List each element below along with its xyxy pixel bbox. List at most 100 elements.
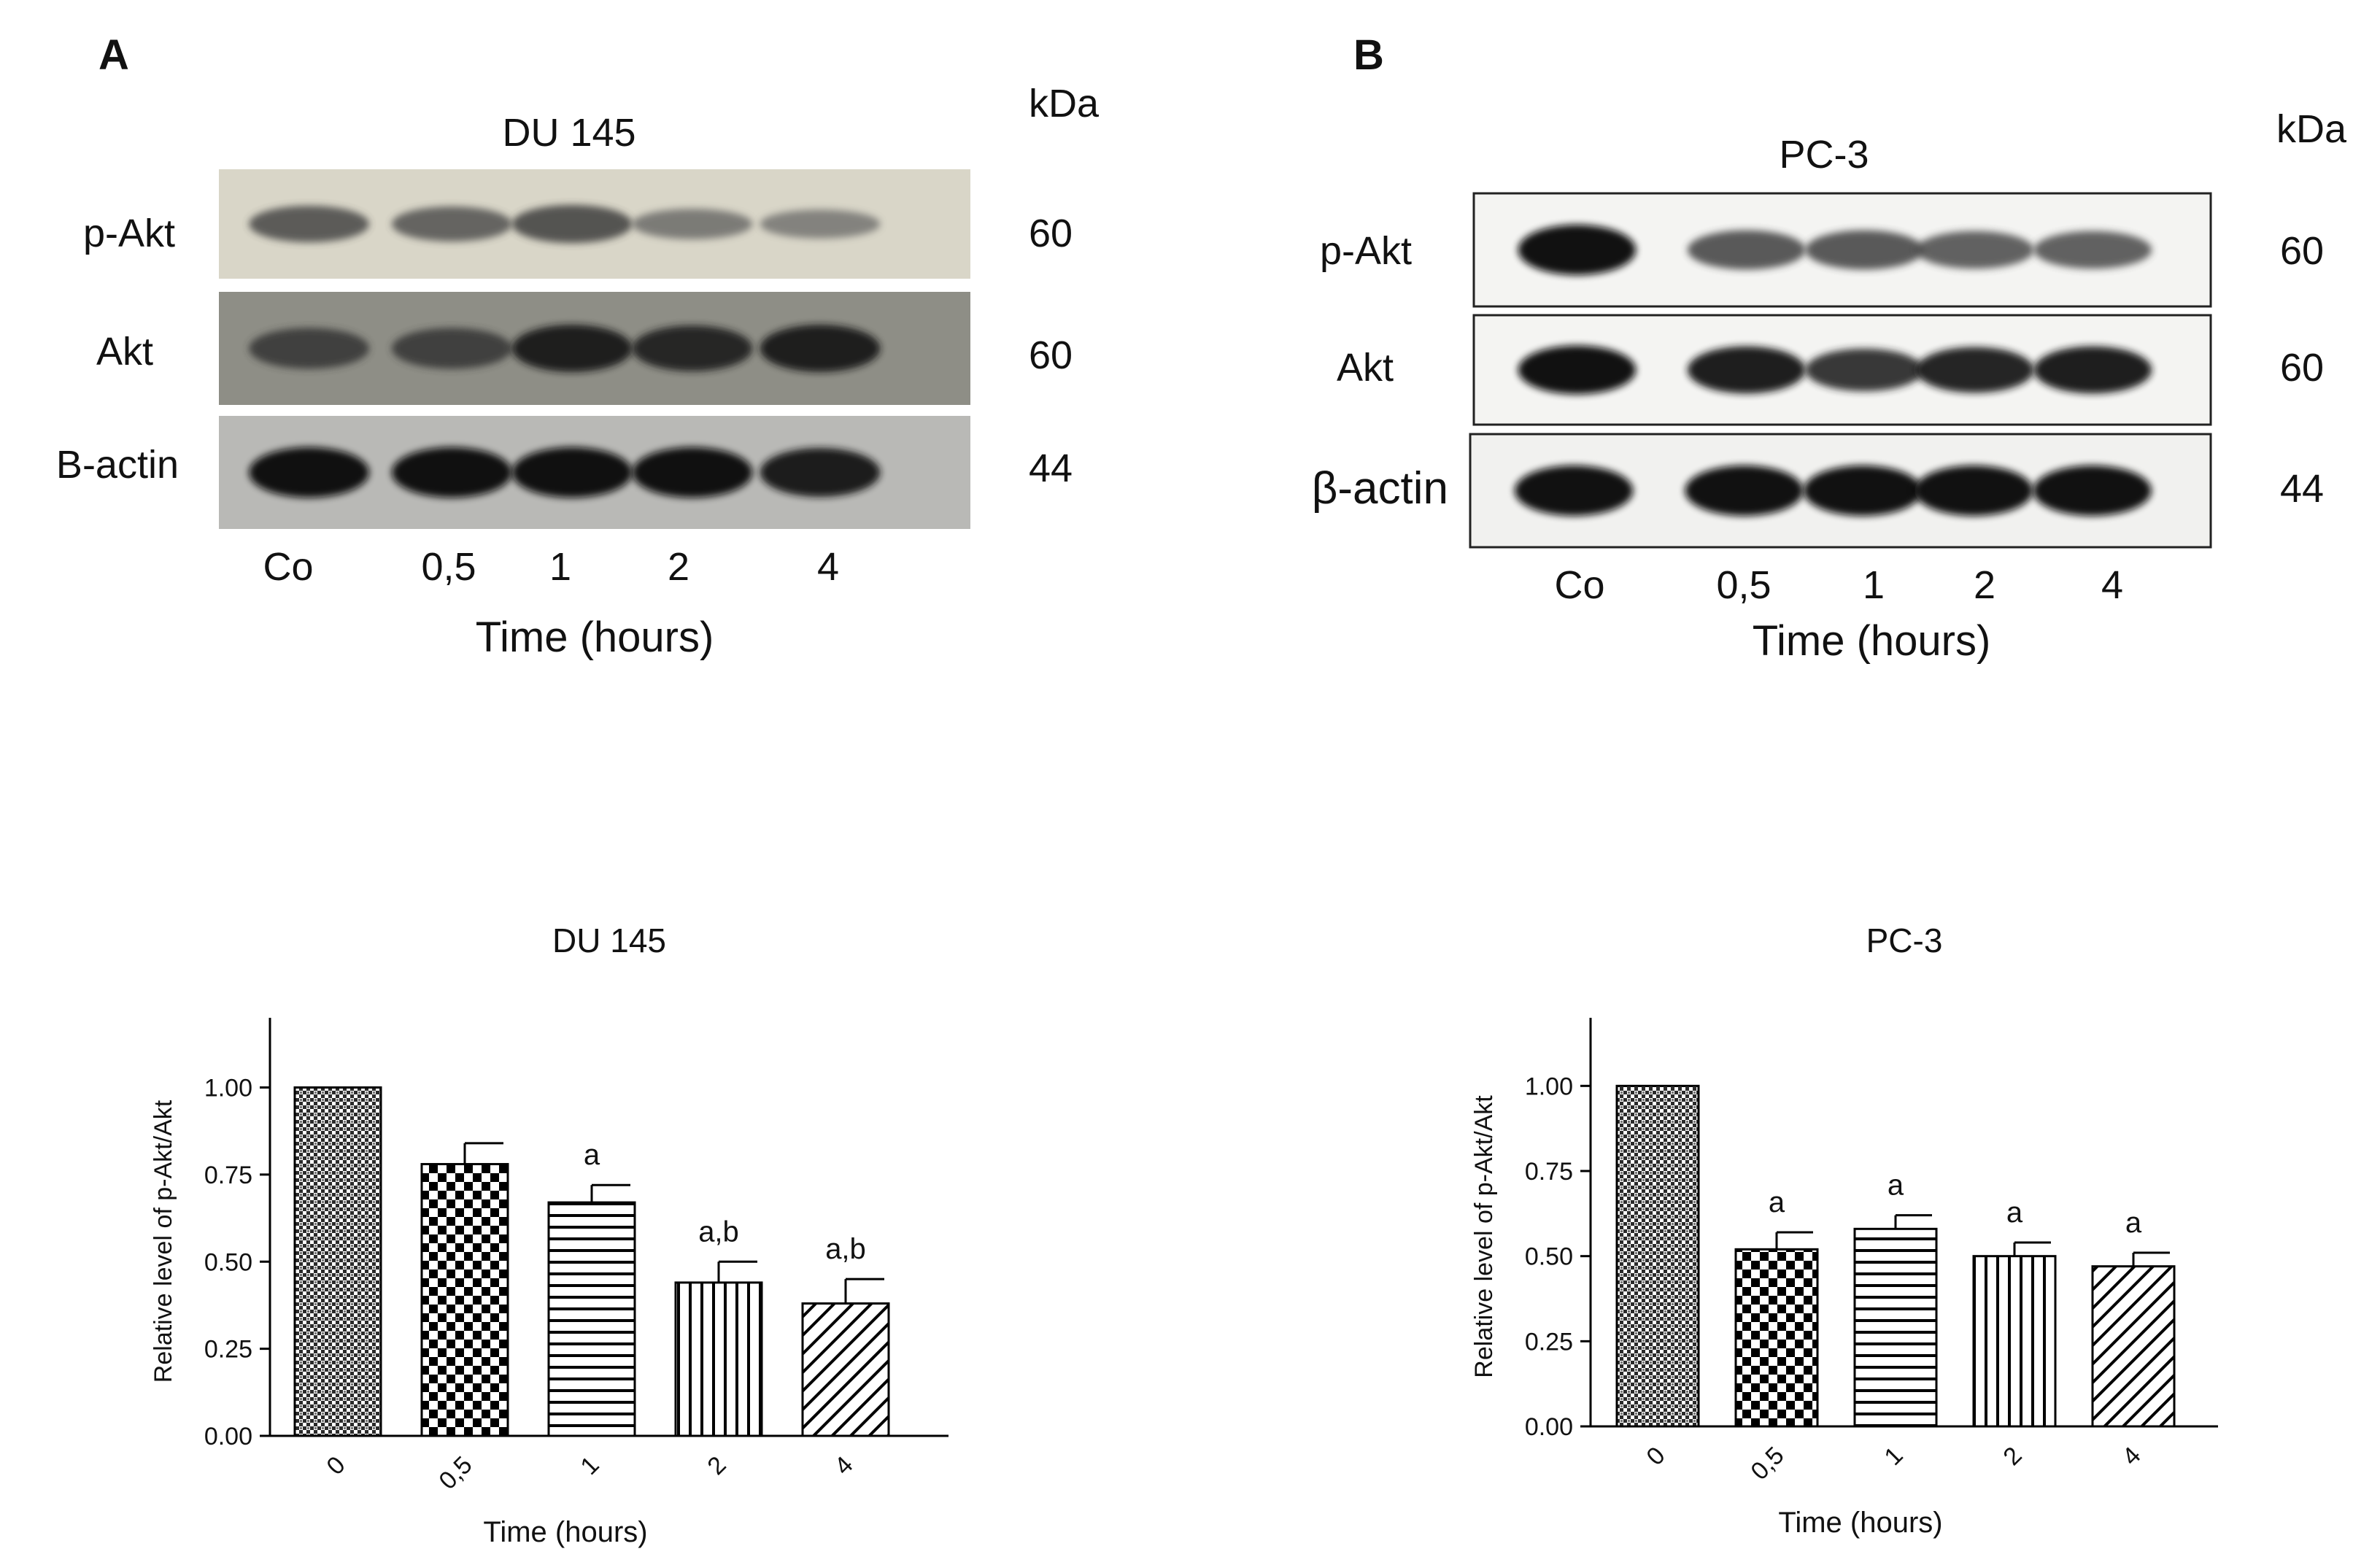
y-tick-label: 0.00 [1525, 1413, 1573, 1441]
blot-band-b-row1-lane2 [1805, 348, 1924, 392]
blot-b-row-bactin: β-actin 44 [1312, 433, 2324, 549]
bar [801, 1302, 890, 1437]
blot-band-b-row1-lane1 [1687, 346, 1806, 394]
blot-a-lane-1: 0,5 [421, 545, 476, 589]
x-axis-label: Time (hours) [1778, 1507, 1942, 1539]
blot-a-row-pakt: p-Akt 60 [83, 169, 1073, 279]
blot-band-b-row0-lane2 [1805, 230, 1924, 270]
blot-band-a-row1-lane4 [760, 325, 881, 372]
panel-letter-b: B [1353, 31, 1384, 79]
blot-b-label-pakt: p-Akt [1320, 229, 1412, 273]
blot-a-row-bactin: B-actin 44 [56, 416, 1073, 529]
blot-band-b-row0-lane1 [1687, 230, 1806, 270]
blot-b-xlabel: Time (hours) [1753, 617, 1991, 665]
bar [1972, 1255, 2057, 1428]
blot-band-a-row2-lane3 [632, 447, 753, 498]
blot-b-row-akt: Akt 60 [1337, 314, 2324, 426]
blot-band-a-row0-lane1 [391, 206, 512, 241]
x-tick-label: 1 [1879, 1442, 1908, 1471]
blot-band-a-row0-lane4 [760, 209, 881, 239]
blot-band-b-row2-lane3 [1915, 465, 2033, 517]
blot-b-kda-bactin: 44 [2280, 467, 2324, 511]
blot-band-b-row2-lane1 [1685, 465, 1804, 517]
blot-band-a-row1-lane3 [632, 325, 753, 371]
bar [1853, 1227, 1938, 1428]
y-tick-label: 0.50 [204, 1248, 252, 1276]
bar [674, 1281, 763, 1437]
significance-annotation: a [584, 1139, 600, 1171]
blot-band-b-row2-lane0 [1514, 465, 1634, 517]
blot-b-lane-2: 1 [1863, 563, 1885, 607]
blot-band-a-row0-lane2 [511, 204, 633, 244]
blot-band-a-row2-lane1 [391, 447, 512, 498]
x-tick-label: 4 [2117, 1442, 2146, 1471]
blot-a-row-akt: Akt 60 [96, 292, 1073, 405]
blot-panel-a: A DU 145 kDa p-Akt 60 Akt 60 B-actin 44 … [56, 31, 1100, 661]
significance-annotation: a,b [825, 1233, 866, 1265]
x-tick-label: 0 [321, 1451, 350, 1480]
y-tick-label: 0.25 [1525, 1328, 1573, 1356]
y-axis-label: Relative level of p-Akt/Akt [150, 1100, 177, 1383]
x-tick-label: 2 [1998, 1442, 2027, 1471]
blot-band-a-row0-lane3 [632, 209, 753, 239]
y-tick-label: 0.25 [204, 1336, 252, 1364]
blot-b-kda-pakt: 60 [2280, 229, 2324, 273]
blot-band-b-row0-lane4 [2033, 231, 2152, 269]
blot-a-label-pakt: p-Akt [83, 212, 175, 255]
blot-b-kda-akt: 60 [2280, 346, 2324, 390]
blot-a-title: DU 145 [502, 111, 635, 155]
y-axis-label: Relative level of p-Akt/Akt [1470, 1095, 1498, 1378]
blot-a-xlabel: Time (hours) [476, 614, 714, 661]
x-tick-label: 1 [575, 1451, 604, 1480]
blot-b-row-pakt: p-Akt 60 [1320, 192, 2324, 308]
y-tick-label: 0.50 [1525, 1243, 1573, 1271]
bar [1734, 1248, 1819, 1428]
y-tick-label: 1.00 [1525, 1073, 1573, 1100]
blot-band-b-row1-lane4 [2033, 346, 2152, 394]
blot-band-b-row0-lane3 [1916, 231, 2034, 269]
blot-a-label-bactin: B-actin [56, 443, 179, 487]
blot-band-b-row0-lane0 [1518, 224, 1637, 276]
x-axis-label: Time (hours) [483, 1516, 647, 1548]
blot-a-kda-akt: 60 [1029, 333, 1073, 377]
significance-annotation: a [2006, 1197, 2023, 1229]
blot-b-lane-1: 0,5 [1716, 563, 1771, 607]
blot-b-kda-header: kDa [2276, 107, 2347, 151]
blot-a-label-akt: Akt [96, 330, 153, 374]
blot-b-lane-labels: Co 0,5 1 2 4 [1554, 563, 2123, 607]
x-tick-label: 4 [829, 1451, 858, 1480]
bar-chart-du145: DU 145 0.00 0.25 0.50 0.75 1.00 Relative level… [150, 921, 948, 1548]
y-tick-label: 0.00 [204, 1423, 252, 1450]
blot-a-kda-pakt: 60 [1029, 212, 1073, 255]
blot-b-lane-0: Co [1554, 563, 1604, 607]
bar [547, 1201, 636, 1437]
blot-band-a-row1-lane2 [511, 325, 633, 372]
bar [420, 1163, 509, 1437]
y-tick-label: 1.00 [204, 1075, 252, 1102]
bar [1615, 1084, 1700, 1428]
blot-a-lane-2: 1 [549, 545, 571, 589]
blot-band-b-row1-lane0 [1518, 345, 1637, 395]
blot-band-a-row1-lane0 [249, 328, 369, 369]
blot-band-b-row2-lane2 [1803, 465, 1923, 517]
bar-chart-pc3: PC-3 0.00 0.25 0.50 0.75 1.00 Relative level o… [1470, 921, 2218, 1539]
blot-b-title: PC-3 [1779, 133, 1869, 177]
blot-a-lane-3: 2 [668, 545, 689, 589]
chart-title: DU 145 [552, 921, 666, 959]
blot-b-lane-4: 4 [2101, 563, 2123, 607]
blot-band-a-row2-lane4 [760, 448, 881, 497]
y-tick-label: 0.75 [204, 1162, 252, 1189]
x-tick-label: 0,5 [433, 1451, 477, 1495]
x-tick-label: 2 [702, 1451, 731, 1480]
blot-a-lane-labels: Co 0,5 1 2 4 [263, 545, 839, 589]
blot-band-b-row2-lane4 [2033, 465, 2152, 517]
significance-annotation: a [1769, 1186, 1785, 1218]
blot-a-kda-header: kDa [1029, 82, 1100, 125]
blot-band-a-row2-lane2 [511, 447, 633, 498]
significance-annotation: a [1888, 1170, 1904, 1202]
blot-b-label-akt: Akt [1337, 346, 1394, 390]
y-tick-label: 0.75 [1525, 1158, 1573, 1186]
blot-band-a-row2-lane0 [249, 447, 369, 498]
blot-b-label-bactin: β-actin [1312, 463, 1448, 514]
